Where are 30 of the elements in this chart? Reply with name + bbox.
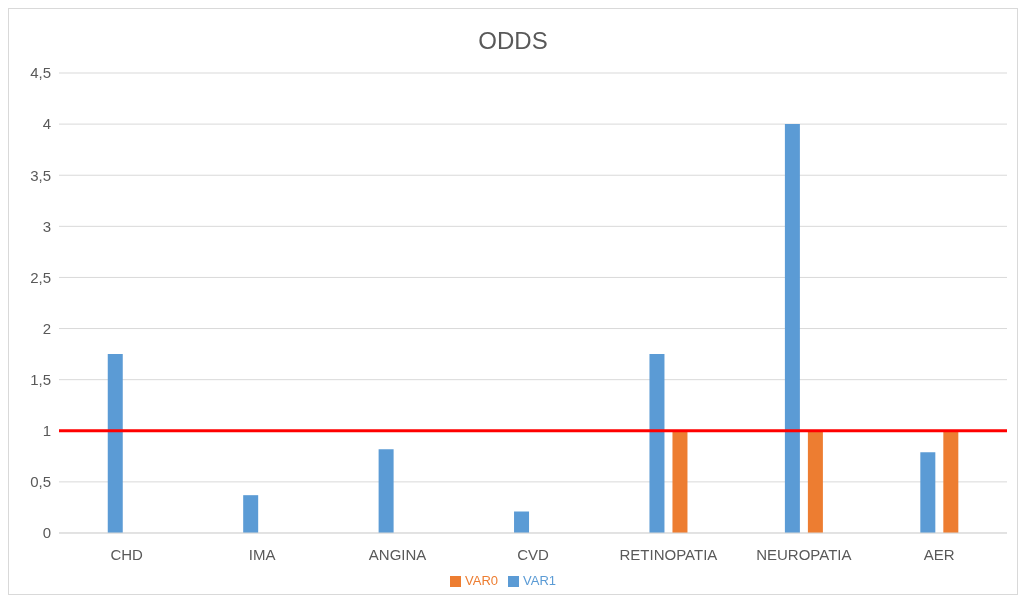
y-tick-label: 1 [42,422,51,440]
y-tick-label: 0,5 [30,473,51,491]
x-tick-label: AER [923,545,955,563]
x-tick-label: CHD [110,545,144,563]
x-tick-label: CVD [517,545,549,563]
chart-title: ODDS [477,26,549,56]
y-tick-label: 4 [42,115,51,133]
x-tick-label: ANGINA [368,545,427,563]
x-tick-label: IMA [248,545,276,563]
bar [107,354,123,533]
y-tick-label: 3,5 [30,166,51,184]
y-tick-label: 4,5 [30,64,51,82]
bar [920,452,936,533]
y-tick-label: 1,5 [30,370,51,388]
bar [378,449,394,533]
bar [514,511,530,533]
bar [243,495,259,533]
y-tick-label: 2 [42,319,51,337]
y-tick-label: 3 [42,217,51,235]
legend-label: VAR0 [465,573,498,588]
bar [672,430,688,533]
bar [943,430,959,533]
y-tick-label: 2,5 [30,268,51,286]
x-tick-label: NEUROPATIA [756,545,852,563]
legend-label: VAR1 [523,573,556,588]
x-tick-label: RETINOPATIA [619,545,718,563]
bar [649,354,665,533]
bar [784,124,800,533]
bar [807,430,823,533]
y-tick-label: 0 [42,524,51,542]
